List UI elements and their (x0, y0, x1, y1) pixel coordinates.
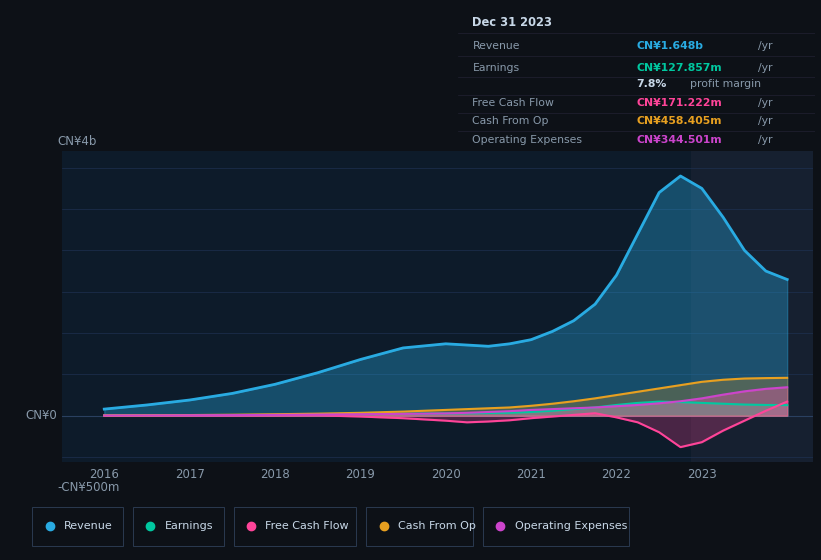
Text: Operating Expenses: Operating Expenses (515, 521, 627, 531)
Bar (483, 507, 629, 545)
Text: /yr: /yr (758, 63, 773, 73)
Text: Cash From Op: Cash From Op (472, 116, 549, 127)
Bar (366, 507, 473, 545)
Text: Revenue: Revenue (472, 41, 520, 50)
Text: CN¥0: CN¥0 (25, 409, 57, 422)
Text: Cash From Op: Cash From Op (398, 521, 475, 531)
Bar (234, 507, 356, 545)
Text: Dec 31 2023: Dec 31 2023 (472, 16, 553, 29)
Bar (133, 507, 223, 545)
Text: Free Cash Flow: Free Cash Flow (265, 521, 349, 531)
Text: 7.8%: 7.8% (637, 79, 667, 89)
Text: /yr: /yr (758, 116, 773, 127)
Text: Earnings: Earnings (164, 521, 213, 531)
Text: CN¥127.857m: CN¥127.857m (637, 63, 722, 73)
Text: CN¥171.222m: CN¥171.222m (637, 98, 722, 108)
Text: Free Cash Flow: Free Cash Flow (472, 98, 554, 108)
Text: CN¥344.501m: CN¥344.501m (637, 135, 722, 145)
Bar (690, 151, 813, 462)
Text: Revenue: Revenue (64, 521, 112, 531)
Text: CN¥1.648b: CN¥1.648b (637, 41, 704, 50)
Bar (32, 507, 123, 545)
Text: /yr: /yr (758, 41, 773, 50)
Text: CN¥458.405m: CN¥458.405m (637, 116, 722, 127)
Text: Earnings: Earnings (472, 63, 520, 73)
Text: /yr: /yr (758, 98, 773, 108)
Text: Operating Expenses: Operating Expenses (472, 135, 582, 145)
Text: -CN¥500m: -CN¥500m (57, 480, 120, 494)
Text: profit margin: profit margin (690, 79, 761, 89)
Text: CN¥4b: CN¥4b (57, 136, 97, 148)
Text: /yr: /yr (758, 135, 773, 145)
